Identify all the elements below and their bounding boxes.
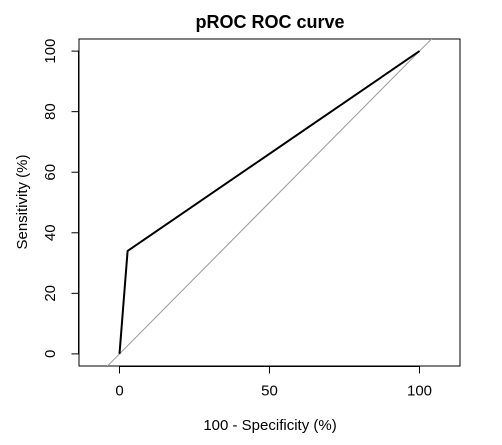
x-axis: 0 50 100 bbox=[115, 366, 432, 400]
chart-title: pROC ROC curve bbox=[195, 12, 344, 32]
y-axis: 0 20 40 60 80 100 bbox=[42, 39, 79, 358]
reference-diagonal-line bbox=[106, 39, 433, 366]
y-tick-label: 0 bbox=[42, 350, 59, 358]
y-axis-label: Sensitivity (%) bbox=[14, 154, 31, 249]
x-tick-label: 100 bbox=[407, 383, 432, 400]
x-axis-label: 100 - Specificity (%) bbox=[203, 417, 336, 434]
y-tick-label: 80 bbox=[42, 103, 59, 120]
x-tick-label: 50 bbox=[261, 383, 278, 400]
plot-area bbox=[106, 39, 433, 366]
y-tick-label: 40 bbox=[42, 224, 59, 241]
roc-curve-line bbox=[118, 50, 421, 354]
x-tick-label: 0 bbox=[115, 383, 123, 400]
y-tick-label: 60 bbox=[42, 164, 59, 181]
y-tick-label: 20 bbox=[42, 285, 59, 302]
y-tick-label: 100 bbox=[42, 39, 59, 64]
